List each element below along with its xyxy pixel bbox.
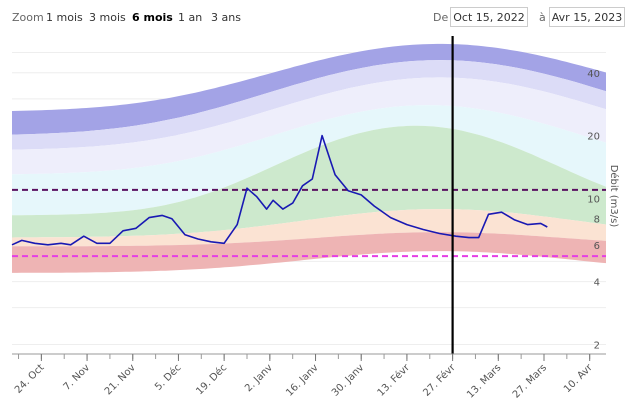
from-date-input[interactable]: Oct 15, 2022 — [450, 7, 528, 27]
x-tick-label: 30. Janv — [330, 362, 366, 398]
y-tick-label: 8 — [594, 215, 600, 226]
y-axis-title: Débit (m3/s) — [608, 165, 620, 228]
from-date-label: De — [433, 11, 449, 24]
y-tick-label: 2 — [594, 340, 600, 351]
x-tick-label: 13. Mars — [465, 362, 503, 400]
zoom-3-months-button[interactable]: 3 mois — [89, 11, 126, 24]
band-high — [12, 60, 606, 150]
x-tick-label: 24. Oct — [13, 362, 47, 396]
x-tick-label: 2. Janv — [243, 362, 275, 394]
zoom-1-month-button[interactable]: 1 mois — [46, 11, 83, 24]
y-tick-label: 6 — [594, 241, 600, 252]
percentile-bands — [12, 43, 606, 273]
y-tick-label: 40 — [587, 69, 600, 80]
band-above-normal — [12, 105, 606, 216]
x-tick-label: 7. Nov — [62, 362, 93, 393]
to-date-input[interactable]: Avr 15, 2023 — [549, 7, 625, 27]
zoom-label: Zoom — [12, 11, 44, 24]
y-tick-label: 4 — [594, 278, 600, 289]
y-tick-label: 20 — [587, 132, 600, 143]
x-tick-label: 10. Avr — [562, 362, 595, 395]
range-selector-toolbar: Zoom 1 mois 3 mois 6 mois 1 an 3 ans De … — [0, 0, 632, 34]
x-tick-label: 21. Nov — [103, 362, 138, 397]
x-tick-label: 19. Déc — [194, 362, 230, 398]
x-tick-label: 27. Févr — [421, 361, 459, 399]
x-tick-label: 16. Janv — [284, 362, 320, 398]
band-low — [12, 232, 606, 273]
threshold-lines — [12, 188, 606, 258]
band-max — [12, 43, 606, 135]
to-date-label: à — [539, 11, 546, 24]
zoom-6-months-button[interactable]: 6 mois — [132, 11, 173, 24]
flow-series-line — [11, 134, 548, 246]
x-tick-label: 27. Mars — [511, 362, 549, 400]
zoom-1-year-button[interactable]: 1 an — [178, 11, 203, 24]
band-upper — [12, 77, 606, 175]
flow-series — [11, 134, 548, 246]
x-tick-label: 13. Févr — [375, 361, 413, 399]
band-below-normal — [12, 209, 606, 247]
zoom-3-years-button[interactable]: 3 ans — [211, 11, 241, 24]
x-tick-label: 5. Déc — [152, 362, 183, 393]
y-tick-label: 10 — [587, 194, 600, 205]
